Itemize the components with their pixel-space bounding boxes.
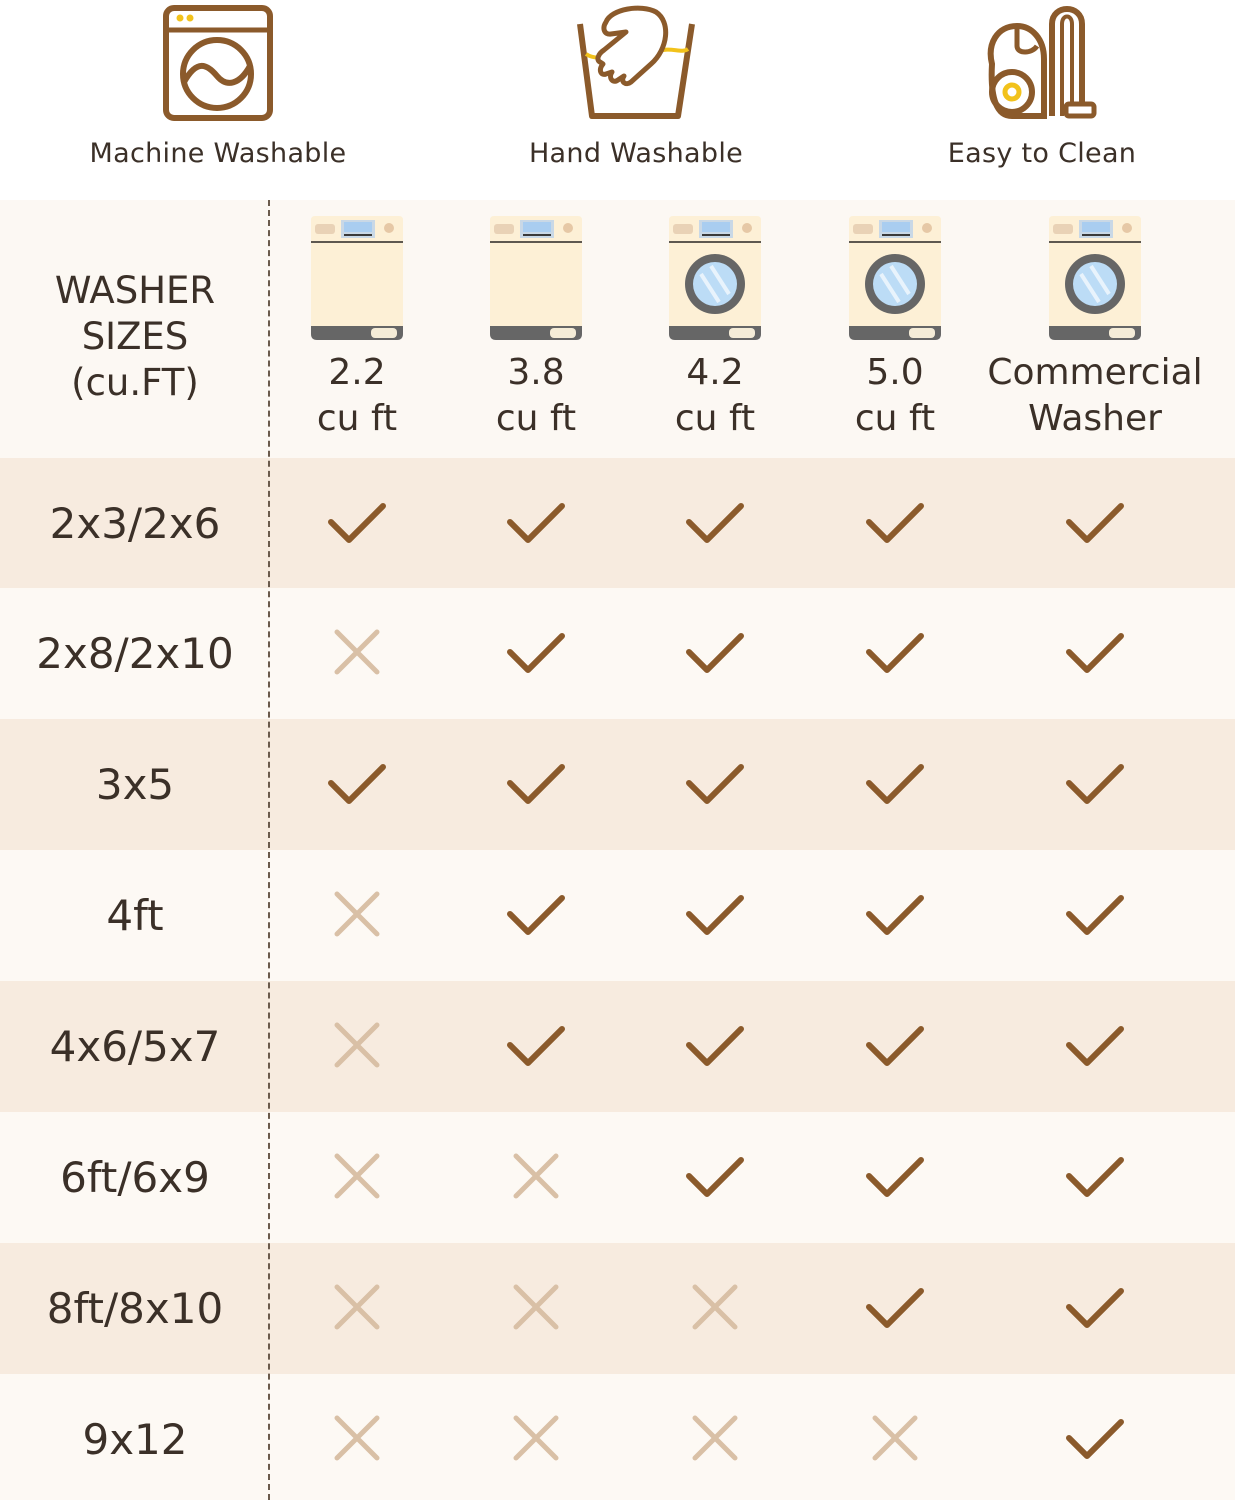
rug-size-label: 4x6/5x7 (49, 1022, 221, 1071)
capacity-line: 4.2 (686, 352, 744, 393)
heading-line: (cu.FT) (71, 361, 199, 404)
check-icon (507, 503, 565, 543)
capacity-line: 2.2 (328, 352, 386, 393)
top-load-washer-icon (311, 216, 403, 340)
table-row: 6ft/6x9 (0, 1112, 1235, 1243)
check-icon (686, 1157, 744, 1197)
front-load-washer-icon (669, 216, 761, 340)
table-row: 2x8/2x10 (0, 588, 1235, 719)
cross-icon (334, 1284, 380, 1330)
washer-capacity: 4.2 cu ft (605, 350, 825, 442)
check-icon (686, 503, 744, 543)
check-icon (1066, 633, 1124, 673)
check-icon (1066, 895, 1124, 935)
feature-hand-washable: Hand Washable (486, 0, 786, 169)
check-icon (1066, 1288, 1124, 1328)
capacity-line: 3.8 (507, 352, 565, 393)
cross-icon (692, 1415, 738, 1461)
rug-size-label: 2x3/2x6 (49, 499, 221, 548)
washing-machine-icon (163, 5, 273, 121)
column-divider (268, 200, 270, 1500)
table-row: 8ft/8x10 (0, 1243, 1235, 1374)
check-icon (686, 764, 744, 804)
cross-icon (334, 1153, 380, 1199)
washer-column-header: 5.0 cu ft (785, 214, 1005, 442)
front-load-washer-icon (1049, 216, 1141, 340)
washer-column-header: 2.2 cu ft (247, 214, 467, 442)
check-icon (866, 633, 924, 673)
front-load-washer-icon (849, 216, 941, 340)
check-icon (866, 1026, 924, 1066)
check-icon (1066, 764, 1124, 804)
cross-icon (334, 891, 380, 937)
washer-capacity: 2.2 cu ft (247, 350, 467, 442)
features-bar: Machine Washable Hand Washable Easy to C… (0, 0, 1235, 200)
rug-size-label: 4ft (106, 891, 164, 940)
capacity-line: cu ft (495, 398, 577, 439)
check-icon (866, 895, 924, 935)
hand-wash-icon (577, 5, 695, 119)
check-icon (328, 764, 386, 804)
feature-easy-to-clean: Easy to Clean (892, 0, 1192, 169)
heading-line: SIZES (81, 315, 189, 358)
check-icon (507, 633, 565, 673)
washer-column-header: 3.8 cu ft (426, 214, 646, 442)
check-icon (1066, 503, 1124, 543)
capacity-line: cu ft (854, 398, 936, 439)
rug-size-label: 2x8/2x10 (36, 629, 234, 678)
rug-size-label: 3x5 (95, 760, 175, 809)
capacity-line: Commercial (987, 352, 1203, 393)
cross-icon (513, 1153, 559, 1199)
top-load-washer-icon (490, 216, 582, 340)
feature-label: Easy to Clean (947, 138, 1137, 169)
washer-capacity: Commercial Washer (985, 350, 1205, 442)
cross-icon (692, 1284, 738, 1330)
washer-sizes-heading: WASHER SIZES (cu.FT) (0, 268, 270, 406)
cross-icon (334, 1022, 380, 1068)
feature-machine-washable: Machine Washable (68, 0, 368, 169)
table-row: 9x12 (0, 1374, 1235, 1500)
check-icon (1066, 1026, 1124, 1066)
check-icon (328, 503, 386, 543)
capacity-line: cu ft (674, 398, 756, 439)
rug-size-label: 8ft/8x10 (46, 1284, 224, 1333)
check-icon (866, 1288, 924, 1328)
capacity-line: cu ft (316, 398, 398, 439)
feature-label: Hand Washable (528, 138, 744, 169)
rug-size-label: 9x12 (82, 1415, 188, 1464)
washer-capacity: 5.0 cu ft (785, 350, 1005, 442)
feature-label: Machine Washable (89, 138, 347, 169)
table-row: 2x3/2x6 (0, 458, 1235, 589)
rug-size-label: 6ft/6x9 (60, 1153, 210, 1202)
cross-icon (334, 1415, 380, 1461)
table-row: 3x5 (0, 719, 1235, 850)
check-icon (1066, 1157, 1124, 1197)
capacity-line: Washer (1028, 398, 1162, 439)
washer-column-header: 4.2 cu ft (605, 214, 825, 442)
washer-capacity: 3.8 cu ft (426, 350, 646, 442)
cross-icon (334, 629, 380, 675)
check-icon (686, 633, 744, 673)
vacuum-cleaner-icon (987, 6, 1097, 119)
cross-icon (513, 1284, 559, 1330)
heading-line: WASHER (54, 269, 216, 312)
check-icon (507, 764, 565, 804)
check-icon (1066, 1419, 1124, 1459)
check-icon (866, 503, 924, 543)
check-icon (507, 895, 565, 935)
washer-column-header: Commercial Washer (985, 214, 1205, 442)
table-header: WASHER SIZES (cu.FT) 2.2 cu ft 3.8 cu ft 4… (0, 200, 1235, 458)
check-icon (507, 1026, 565, 1066)
check-icon (686, 1026, 744, 1066)
table-row: 4x6/5x7 (0, 981, 1235, 1112)
table-row: 4ft (0, 850, 1235, 981)
cross-icon (513, 1415, 559, 1461)
check-icon (866, 1157, 924, 1197)
capacity-line: 5.0 (866, 352, 924, 393)
check-icon (686, 895, 744, 935)
check-icon (866, 764, 924, 804)
cross-icon (872, 1415, 918, 1461)
